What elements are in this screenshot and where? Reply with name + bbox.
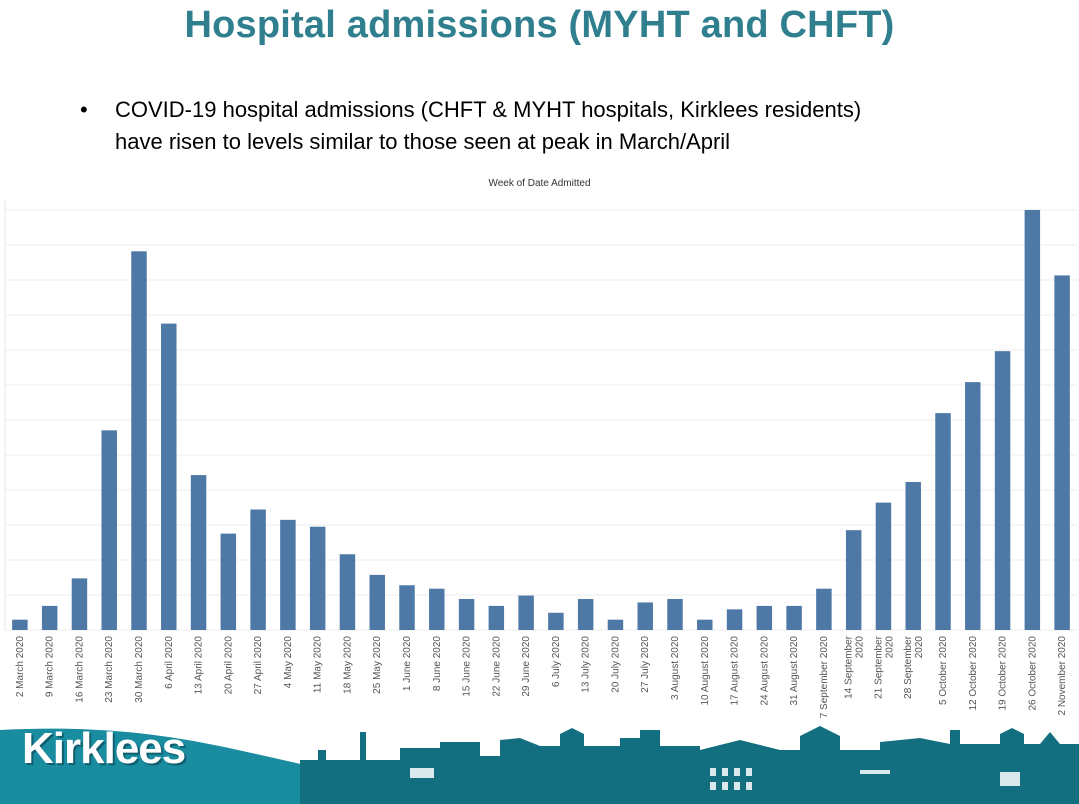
- x-tick-labels: 2 March 2020 9 March 2020 16 March 2020 23 …: [15, 635, 1068, 718]
- bar-3-august-2020: [667, 599, 683, 630]
- x-tick-label: 5 October 2020: [938, 636, 949, 705]
- bar-17-august-2020: [726, 609, 743, 630]
- bar-11-may-2020: [309, 526, 326, 630]
- x-tick-label: 23 March 2020: [104, 636, 115, 703]
- bar-27-april-2020: [250, 509, 266, 630]
- x-tick-label: 9 March 2020: [45, 636, 56, 698]
- bar-29-june-2020: [518, 595, 534, 630]
- slide-title: Hospital admissions (MYHT and CHFT): [184, 4, 895, 46]
- x-tick-label: 14 September2020: [844, 635, 866, 698]
- kirklees-skyline-footer: [0, 726, 1079, 804]
- x-tick-label: 11 May 2020: [313, 636, 324, 694]
- bar-14-september-2020: [845, 530, 862, 630]
- bar-10-august-2020: [697, 619, 713, 630]
- skyline-silhouette: [300, 726, 1079, 804]
- x-tick-label: 16 March 2020: [74, 636, 85, 703]
- bar-25-may-2020: [369, 574, 385, 630]
- x-tick-label: 20 July 2020: [610, 636, 621, 693]
- bar-4-may-2020: [280, 519, 296, 630]
- chart-title: Week of Date Admitted: [488, 178, 591, 189]
- bar-2-march-2020: [12, 619, 28, 630]
- bar-20-july-2020: [607, 619, 624, 630]
- x-tick-label: 26 October 2020: [1027, 636, 1038, 711]
- bar-15-june-2020: [458, 599, 475, 630]
- bar-1-june-2020: [399, 585, 415, 630]
- bar-24-august-2020: [756, 605, 773, 630]
- x-tick-label: 2 November 2020: [1057, 636, 1068, 716]
- bar-30-march-2020: [131, 251, 147, 631]
- x-tick-label: 30 March 2020: [134, 636, 145, 703]
- bar-31-august-2020: [786, 605, 802, 630]
- bar-13-july-2020: [577, 599, 594, 630]
- x-tick-label: 3 August 2020: [670, 636, 681, 700]
- bullet-text: COVID-19 hospital admissions (CHFT & MYH…: [115, 94, 975, 158]
- bar-9-march-2020: [41, 605, 58, 630]
- x-tick-label: 4 May 2020: [283, 636, 294, 689]
- x-tick-label: 18 May 2020: [342, 636, 353, 694]
- x-tick-label: 20 April 2020: [223, 636, 234, 695]
- gridlines: [5, 209, 1077, 631]
- x-tick-label: 12 October 2020: [968, 636, 979, 711]
- x-tick-label: 28 September2020: [903, 635, 925, 698]
- x-tick-label: 13 April 2020: [194, 636, 205, 695]
- bullet-line-2: have risen to levels similar to those se…: [115, 129, 731, 154]
- bar-12-october-2020: [965, 382, 981, 630]
- x-tick-label: 17 August 2020: [730, 636, 741, 706]
- admissions-bar-chart: 2 March 2020 9 March 2020 16 March 2020 23 …: [4, 200, 1077, 718]
- x-tick-label: 31 August 2020: [789, 636, 800, 706]
- x-tick-label: 10 August 2020: [700, 636, 711, 706]
- x-tick-label: 24 August 2020: [759, 636, 770, 706]
- bar-28-september-2020: [905, 481, 921, 630]
- x-tick-label: 6 April 2020: [164, 636, 175, 689]
- bar-13-april-2020: [190, 475, 207, 630]
- bar-21-september-2020: [875, 502, 892, 630]
- bar-6-april-2020: [161, 323, 177, 630]
- bar-20-april-2020: [220, 533, 237, 630]
- bar-26-october-2020: [1024, 210, 1041, 630]
- bar-27-july-2020: [637, 602, 653, 630]
- x-tick-label: 6 July 2020: [551, 636, 562, 688]
- bar-2-november-2020: [1054, 275, 1070, 630]
- bullet-dot: •: [80, 97, 88, 122]
- bar-23-march-2020: [101, 430, 117, 630]
- bar-16-march-2020: [71, 578, 88, 630]
- x-tick-label: 1 June 2020: [402, 636, 413, 691]
- bullet-line-1: COVID-19 hospital admissions (CHFT & MYH…: [115, 97, 862, 122]
- bar-19-october-2020: [994, 351, 1011, 630]
- x-tick-label: 27 July 2020: [640, 636, 651, 693]
- x-tick-label: 19 October 2020: [998, 636, 1009, 711]
- x-tick-label: 2 March 2020: [15, 636, 26, 698]
- bar-6-july-2020: [548, 612, 564, 630]
- bars: [12, 210, 1070, 631]
- bar-8-june-2020: [429, 588, 445, 630]
- bar-7-september-2020: [816, 588, 832, 630]
- x-tick-label: 13 July 2020: [581, 636, 592, 693]
- x-tick-label: 27 April 2020: [253, 636, 264, 695]
- bar-22-june-2020: [488, 605, 505, 630]
- brand-logo-small: We're: [30, 712, 78, 732]
- bar-18-may-2020: [339, 554, 356, 630]
- x-tick-label: 25 May 2020: [372, 636, 383, 694]
- x-tick-label: 21 September2020: [873, 635, 895, 698]
- x-tick-label: 7 September 2020: [819, 636, 830, 719]
- x-tick-label: 8 June 2020: [432, 636, 443, 691]
- brand-logo: Kirklees: [22, 724, 186, 773]
- x-tick-label: 15 June 2020: [462, 636, 473, 697]
- x-tick-label: 22 June 2020: [491, 636, 502, 697]
- bar-5-october-2020: [935, 413, 951, 630]
- skyline-windows: [410, 768, 1020, 790]
- x-tick-label: 29 June 2020: [521, 636, 532, 697]
